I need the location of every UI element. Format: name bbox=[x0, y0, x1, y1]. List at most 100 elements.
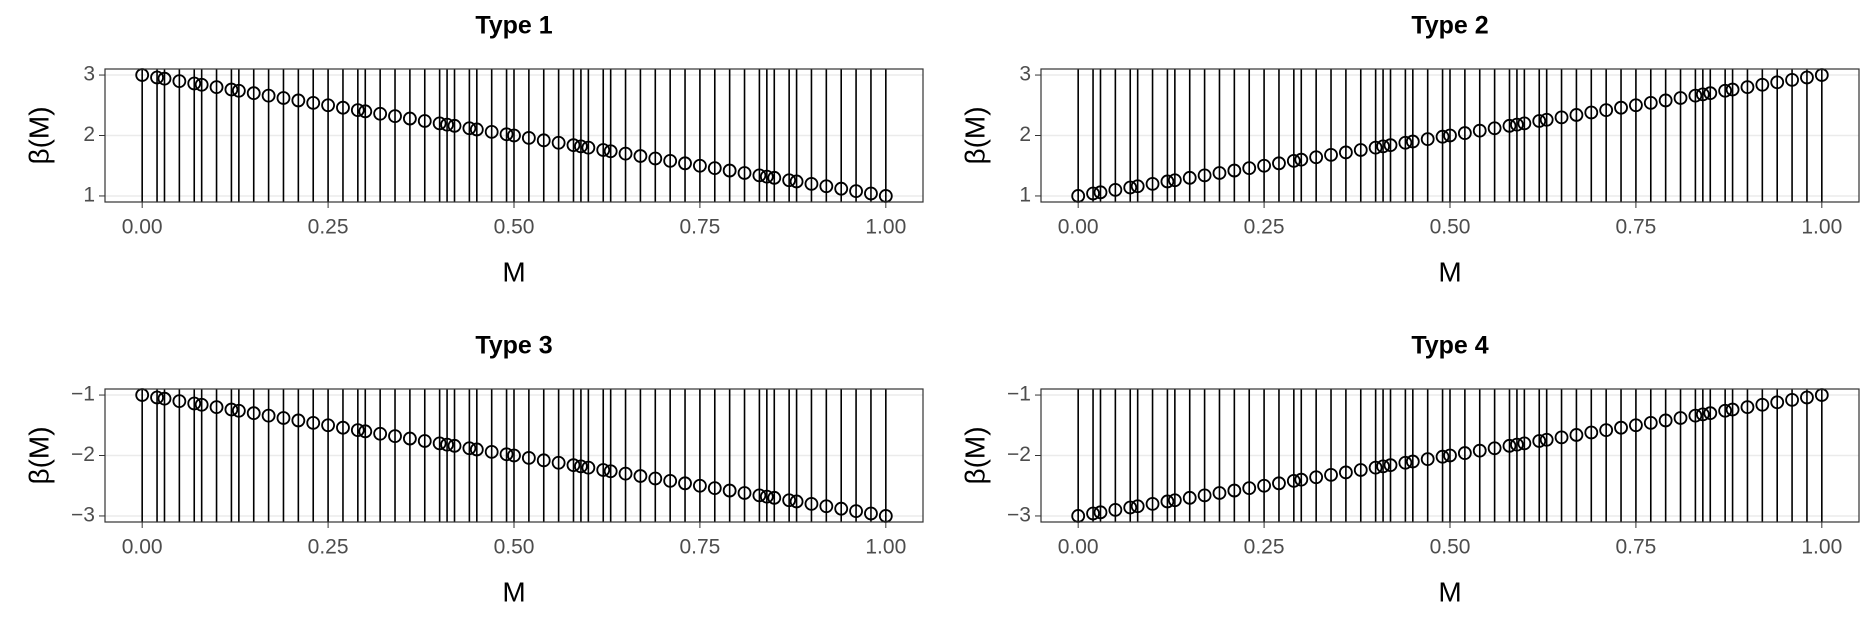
point bbox=[1160, 174, 1175, 189]
point bbox=[1584, 425, 1599, 440]
x-tick-label: 0.75 bbox=[679, 216, 720, 239]
point bbox=[321, 98, 335, 113]
point bbox=[707, 481, 722, 496]
point bbox=[150, 390, 164, 405]
point bbox=[224, 402, 239, 417]
y-axis-label: β(M) bbox=[959, 106, 990, 164]
point bbox=[722, 163, 737, 178]
point bbox=[447, 438, 462, 453]
point bbox=[767, 170, 782, 185]
panel-border bbox=[1040, 68, 1860, 203]
point bbox=[306, 95, 321, 110]
point bbox=[1532, 434, 1547, 448]
y-tick-label: 1 bbox=[1019, 184, 1031, 207]
point bbox=[1673, 411, 1688, 425]
x-tick-label: 0.25 bbox=[308, 216, 349, 239]
y-tick-label: 3 bbox=[1019, 63, 1031, 86]
point bbox=[1502, 118, 1517, 133]
point bbox=[1130, 499, 1145, 514]
point bbox=[1227, 163, 1242, 178]
point bbox=[432, 116, 447, 131]
point bbox=[1472, 443, 1487, 458]
point bbox=[1123, 500, 1138, 515]
point bbox=[1167, 173, 1182, 188]
y-tick-label: 3 bbox=[83, 63, 95, 86]
point bbox=[1405, 454, 1420, 469]
y-tick-label: −3 bbox=[71, 504, 95, 527]
point bbox=[521, 131, 536, 145]
point bbox=[1383, 458, 1398, 473]
point bbox=[804, 496, 819, 511]
point bbox=[648, 471, 663, 486]
panel-title: Type 1 bbox=[475, 12, 552, 40]
point bbox=[246, 406, 261, 421]
point bbox=[402, 431, 417, 446]
point bbox=[1108, 503, 1123, 517]
point bbox=[596, 143, 611, 157]
point bbox=[789, 174, 804, 189]
point bbox=[663, 473, 678, 488]
x-axis-label: M bbox=[502, 256, 525, 287]
point bbox=[402, 111, 417, 126]
point bbox=[1569, 108, 1584, 122]
point bbox=[551, 455, 566, 470]
panel-border bbox=[104, 388, 924, 523]
x-tick-label: 1.00 bbox=[865, 216, 906, 239]
point bbox=[499, 127, 514, 142]
point bbox=[1703, 406, 1718, 421]
point bbox=[291, 93, 306, 108]
x-tick-label: 1.00 bbox=[1801, 536, 1842, 559]
point bbox=[693, 158, 707, 173]
point bbox=[507, 448, 521, 463]
point bbox=[194, 77, 209, 92]
point bbox=[157, 391, 172, 406]
point bbox=[1614, 100, 1628, 115]
point bbox=[440, 437, 454, 452]
point bbox=[1309, 150, 1324, 165]
point bbox=[1405, 134, 1420, 149]
point bbox=[603, 144, 618, 159]
point bbox=[1294, 472, 1309, 487]
point bbox=[1376, 139, 1390, 154]
point bbox=[209, 400, 224, 415]
point bbox=[1695, 407, 1710, 422]
y-axis-label: β(M) bbox=[959, 426, 990, 484]
point bbox=[1324, 467, 1338, 482]
point bbox=[1368, 140, 1383, 155]
point bbox=[819, 499, 834, 514]
point bbox=[1353, 463, 1368, 477]
point bbox=[447, 118, 462, 133]
point bbox=[373, 426, 388, 441]
point bbox=[864, 186, 878, 201]
point bbox=[1502, 438, 1517, 453]
y-tick-label: −2 bbox=[1007, 443, 1031, 466]
point bbox=[1770, 395, 1785, 410]
point bbox=[469, 442, 484, 457]
point bbox=[596, 463, 611, 477]
point bbox=[1435, 449, 1450, 464]
point bbox=[678, 156, 692, 171]
point bbox=[1383, 138, 1398, 153]
point bbox=[819, 179, 834, 194]
point bbox=[1740, 80, 1755, 95]
point bbox=[1599, 423, 1614, 438]
point bbox=[1227, 483, 1242, 498]
point bbox=[574, 459, 588, 474]
point bbox=[566, 458, 581, 473]
x-tick-label: 0.00 bbox=[122, 536, 163, 559]
point bbox=[722, 483, 737, 498]
x-axis-label: M bbox=[1438, 256, 1461, 287]
x-tick-label: 0.50 bbox=[1430, 536, 1471, 559]
point bbox=[388, 429, 402, 444]
y-tick-label: −3 bbox=[1007, 504, 1031, 527]
point bbox=[373, 106, 388, 121]
point bbox=[1688, 88, 1703, 103]
point bbox=[1673, 91, 1688, 105]
point bbox=[187, 396, 202, 411]
point bbox=[1457, 126, 1472, 140]
point bbox=[1443, 448, 1457, 463]
point bbox=[1093, 185, 1108, 200]
x-tick-label: 0.00 bbox=[1058, 216, 1099, 239]
point bbox=[1800, 390, 1814, 405]
point bbox=[789, 494, 804, 509]
